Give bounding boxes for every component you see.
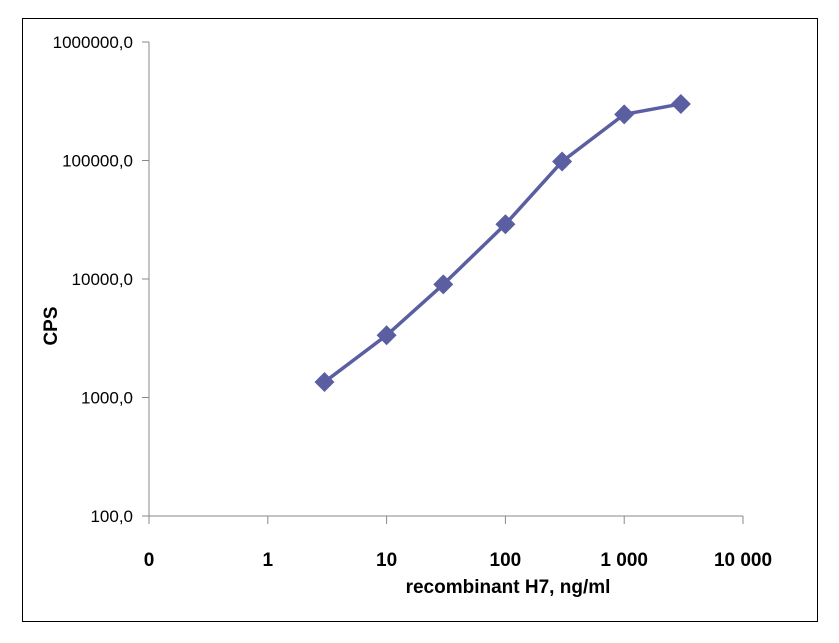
data-point-diamond bbox=[614, 104, 635, 125]
y-tick-label: 1000,0 bbox=[81, 389, 133, 408]
x-axis-label: recombinant H7, ng/ml bbox=[406, 577, 611, 598]
chart-frame bbox=[22, 18, 818, 622]
series-layer bbox=[314, 93, 691, 393]
axes bbox=[142, 41, 744, 524]
data-point-diamond bbox=[552, 151, 573, 172]
x-tick-label: 0 bbox=[144, 550, 155, 571]
y-tick-label: 10000,0 bbox=[72, 270, 133, 289]
data-point-diamond bbox=[376, 325, 397, 346]
data-point-diamond bbox=[495, 214, 516, 235]
x-tick-label: 1 bbox=[263, 550, 274, 571]
data-point-diamond bbox=[314, 372, 335, 393]
x-tick-label: 100 bbox=[490, 550, 522, 571]
y-tick-label: 100000,0 bbox=[62, 152, 133, 171]
data-point-diamond bbox=[670, 93, 691, 114]
x-tick-label: 10 bbox=[376, 550, 397, 571]
tick-labels: 1000000,0 100000,0 10000,0 1000,0 100,0 0 1 10 1… bbox=[53, 33, 772, 571]
series-line bbox=[323, 102, 682, 384]
data-point-diamond bbox=[433, 274, 454, 295]
y-tick-label: 1000000,0 bbox=[53, 33, 133, 52]
x-tick-label: 10 000 bbox=[714, 550, 772, 571]
y-tick-label: 100,0 bbox=[90, 507, 133, 526]
x-tick-label: 1 000 bbox=[600, 550, 648, 571]
y-axis-label: CPS bbox=[41, 306, 62, 345]
